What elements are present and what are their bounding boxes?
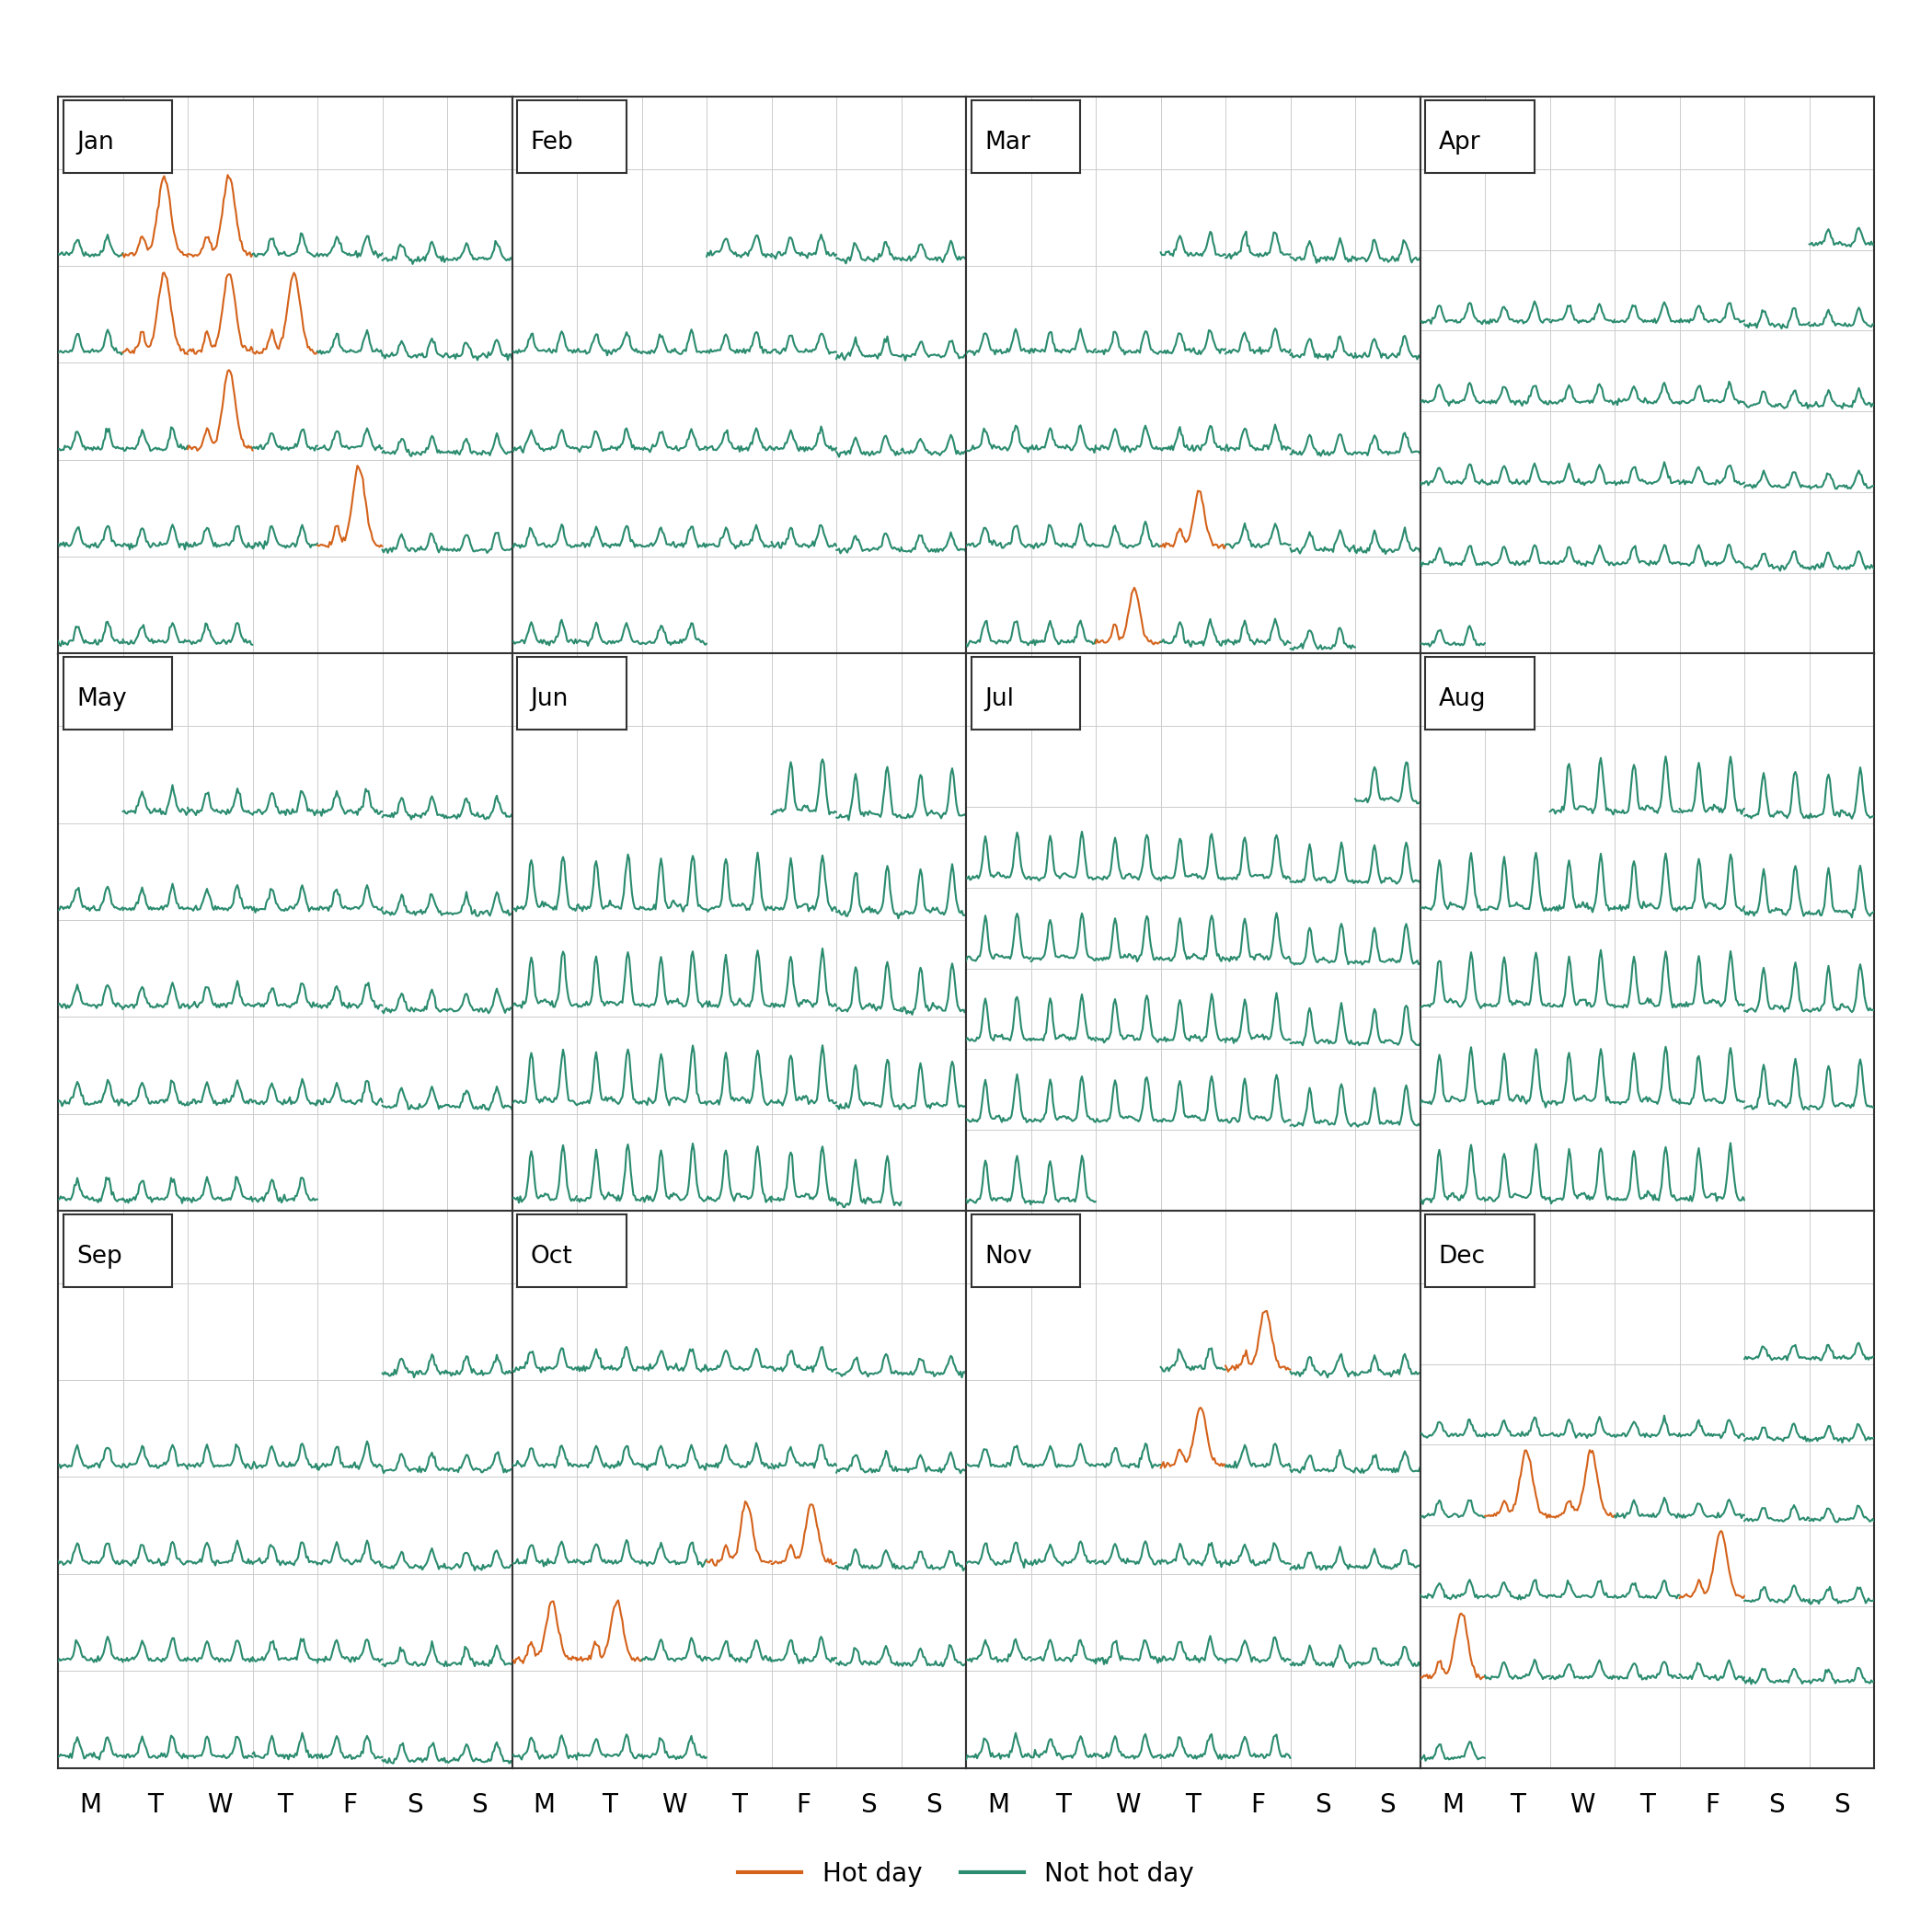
Text: Mar: Mar [985, 129, 1030, 155]
Text: May: May [77, 688, 128, 711]
Text: F: F [1704, 1791, 1719, 1818]
Text: M: M [79, 1791, 100, 1818]
Text: S: S [925, 1791, 941, 1818]
Text: F: F [1250, 1791, 1265, 1818]
Text: Feb: Feb [531, 129, 574, 155]
Text: S: S [471, 1791, 487, 1818]
Text: M: M [1441, 1791, 1464, 1818]
Text: W: W [1115, 1791, 1140, 1818]
Text: S: S [406, 1791, 423, 1818]
Text: M: M [533, 1791, 556, 1818]
Text: T: T [276, 1791, 294, 1818]
Text: W: W [207, 1791, 232, 1818]
Text: T: T [730, 1791, 748, 1818]
Text: T: T [601, 1791, 616, 1818]
Text: Aug: Aug [1439, 688, 1486, 711]
Text: W: W [1569, 1791, 1594, 1818]
Text: Oct: Oct [531, 1244, 572, 1267]
Text: Jun: Jun [531, 688, 568, 711]
Text: Sep: Sep [77, 1244, 122, 1267]
Text: Jan: Jan [77, 129, 114, 155]
Text: F: F [796, 1791, 811, 1818]
Text: S: S [1379, 1791, 1395, 1818]
Text: T: T [1638, 1791, 1656, 1818]
Text: Nov: Nov [985, 1244, 1032, 1267]
Text: T: T [1509, 1791, 1524, 1818]
Text: S: S [860, 1791, 877, 1818]
Text: M: M [987, 1791, 1009, 1818]
Text: T: T [1055, 1791, 1070, 1818]
Text: F: F [342, 1791, 357, 1818]
Text: S: S [1833, 1791, 1849, 1818]
Text: Jul: Jul [985, 688, 1014, 711]
Text: T: T [1184, 1791, 1202, 1818]
Text: S: S [1768, 1791, 1785, 1818]
Text: S: S [1314, 1791, 1331, 1818]
Text: Dec: Dec [1439, 1244, 1486, 1267]
Text: W: W [661, 1791, 686, 1818]
Legend: Hot day, Not hot day: Hot day, Not hot day [728, 1851, 1204, 1897]
Text: T: T [147, 1791, 162, 1818]
Text: Apr: Apr [1439, 129, 1480, 155]
